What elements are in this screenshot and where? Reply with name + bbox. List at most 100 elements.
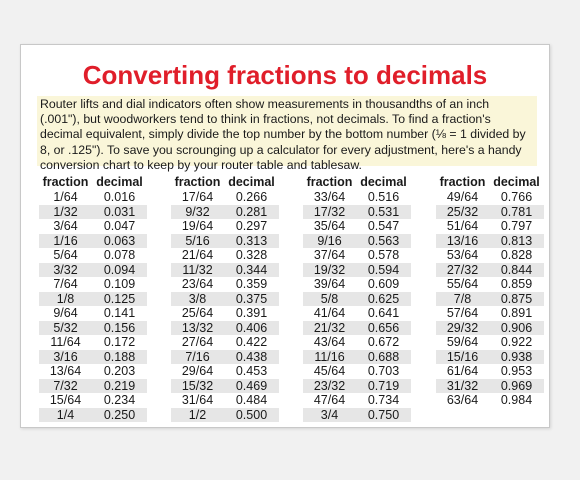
fraction-cell: 23/32 <box>313 378 346 393</box>
conversion-chart-card: Converting fractions to decimals Router … <box>20 44 550 428</box>
table-row: 25/64 0.391 <box>171 306 279 321</box>
fraction-cell: 1/64 <box>53 190 78 204</box>
table-row: 21/64 0.328 <box>171 248 279 263</box>
fraction-cell: 13/32 <box>181 320 214 335</box>
decimal-cell: 0.250 <box>103 407 136 422</box>
fraction-cell: 59/64 <box>446 335 479 349</box>
table-body: 49/64 0.766 25/32 0.781 51/64 0.797 13/16 0.813… <box>436 190 544 408</box>
fraction-cell: 27/32 <box>446 262 479 277</box>
decimal-column-header: decimal <box>228 175 275 189</box>
table-row: 11/32 0.344 <box>171 262 279 277</box>
fraction-cell: 13/16 <box>446 233 479 248</box>
decimal-cell: 0.953 <box>500 364 533 378</box>
conversion-tables: fraction decimal 1/64 0.016 1/32 0.031 3/64 0.0… <box>39 174 544 430</box>
table-row: 37/64 0.578 <box>303 248 411 263</box>
fraction-cell: 17/32 <box>313 204 346 219</box>
decimal-cell: 0.703 <box>367 364 400 378</box>
table-row: 13/32 0.406 <box>171 320 279 335</box>
table-row: 29/64 0.453 <box>171 364 279 379</box>
fraction-cell: 29/32 <box>446 320 479 335</box>
decimal-cell: 0.922 <box>500 335 533 349</box>
table-row: 49/64 0.766 <box>436 190 544 205</box>
fraction-cell: 7/64 <box>53 277 78 291</box>
decimal-cell: 0.781 <box>500 204 533 219</box>
fraction-cell: 21/64 <box>181 248 214 262</box>
table-body: 17/64 0.266 9/32 0.281 19/64 0.297 5/16 0.313 21… <box>171 190 279 422</box>
table-row: 43/64 0.672 <box>303 335 411 350</box>
decimal-cell: 0.031 <box>103 204 136 219</box>
fraction-cell: 31/64 <box>181 393 214 407</box>
decimal-cell: 0.594 <box>367 262 400 277</box>
table-row: 1/8 0.125 <box>39 291 147 306</box>
fraction-cell: 9/32 <box>185 204 210 219</box>
decimal-cell: 0.109 <box>103 277 136 291</box>
table-row: 13/64 0.203 <box>39 364 147 379</box>
fraction-cell: 1/4 <box>56 407 75 422</box>
table-row: 9/16 0.563 <box>303 233 411 248</box>
fraction-cell: 21/32 <box>313 320 346 335</box>
decimal-cell: 0.266 <box>235 190 268 204</box>
decimal-cell: 0.406 <box>235 320 268 335</box>
decimal-cell: 0.906 <box>500 320 533 335</box>
table-row: 41/64 0.641 <box>303 306 411 321</box>
decimal-cell: 0.047 <box>103 219 136 233</box>
table-row: 57/64 0.891 <box>436 306 544 321</box>
decimal-cell: 0.969 <box>500 378 533 393</box>
table-row: 53/64 0.828 <box>436 248 544 263</box>
fraction-column-header: fraction <box>42 175 89 189</box>
decimal-cell: 0.656 <box>367 320 400 335</box>
decimal-cell: 0.938 <box>500 349 533 364</box>
table-row: 29/32 0.906 <box>436 320 544 335</box>
table-row: 23/32 0.719 <box>303 378 411 393</box>
table-row: 3/32 0.094 <box>39 262 147 277</box>
decimal-cell: 0.859 <box>500 277 533 291</box>
fraction-cell: 27/64 <box>181 335 214 349</box>
table-header: fraction decimal <box>436 174 544 190</box>
table-row: 19/64 0.297 <box>171 219 279 234</box>
conversion-table-4: fraction decimal 49/64 0.766 25/32 0.781 51/64… <box>436 174 544 408</box>
table-row: 1/2 0.500 <box>171 407 279 422</box>
fraction-cell: 25/32 <box>446 204 479 219</box>
table-row: 11/16 0.688 <box>303 349 411 364</box>
table-row: 1/4 0.250 <box>39 407 147 422</box>
table-row: 3/4 0.750 <box>303 407 411 422</box>
decimal-cell: 0.094 <box>103 262 136 277</box>
fraction-cell: 19/32 <box>313 262 346 277</box>
decimal-cell: 0.391 <box>235 306 268 320</box>
decimal-cell: 0.422 <box>235 335 268 349</box>
fraction-cell: 37/64 <box>313 248 346 262</box>
fraction-cell: 19/64 <box>181 219 214 233</box>
table-row: 59/64 0.922 <box>436 335 544 350</box>
decimal-cell: 0.125 <box>103 291 136 306</box>
fraction-column-header: fraction <box>174 175 221 189</box>
table-row: 3/64 0.047 <box>39 219 147 234</box>
fraction-cell: 1/8 <box>56 291 75 306</box>
table-row: 27/32 0.844 <box>436 262 544 277</box>
decimal-cell: 0.500 <box>235 407 268 422</box>
table-row: 61/64 0.953 <box>436 364 544 379</box>
conversion-table-2: fraction decimal 17/64 0.266 9/32 0.281 19/64 0… <box>171 174 279 422</box>
table-header: fraction decimal <box>171 174 279 190</box>
table-row: 31/64 0.484 <box>171 393 279 408</box>
table-row: 5/8 0.625 <box>303 291 411 306</box>
fraction-cell: 31/32 <box>446 378 479 393</box>
decimal-column-header: decimal <box>96 175 143 189</box>
decimal-cell: 0.375 <box>235 291 268 306</box>
decimal-cell: 0.797 <box>500 219 533 233</box>
table-row: 5/16 0.313 <box>171 233 279 248</box>
fraction-cell: 15/32 <box>181 378 214 393</box>
fraction-cell: 3/64 <box>53 219 78 233</box>
table-header: fraction decimal <box>39 174 147 190</box>
decimal-cell: 0.719 <box>367 378 400 393</box>
table-row: 15/64 0.234 <box>39 393 147 408</box>
fraction-cell: 41/64 <box>313 306 346 320</box>
fraction-cell: 5/16 <box>185 233 210 248</box>
fraction-cell: 61/64 <box>446 364 479 378</box>
decimal-cell: 0.641 <box>367 306 400 320</box>
fraction-cell: 1/16 <box>53 233 78 248</box>
decimal-cell: 0.313 <box>235 233 268 248</box>
fraction-cell: 47/64 <box>313 393 346 407</box>
table-row: 13/16 0.813 <box>436 233 544 248</box>
decimal-cell: 0.531 <box>367 204 400 219</box>
table-row: 9/32 0.281 <box>171 204 279 219</box>
